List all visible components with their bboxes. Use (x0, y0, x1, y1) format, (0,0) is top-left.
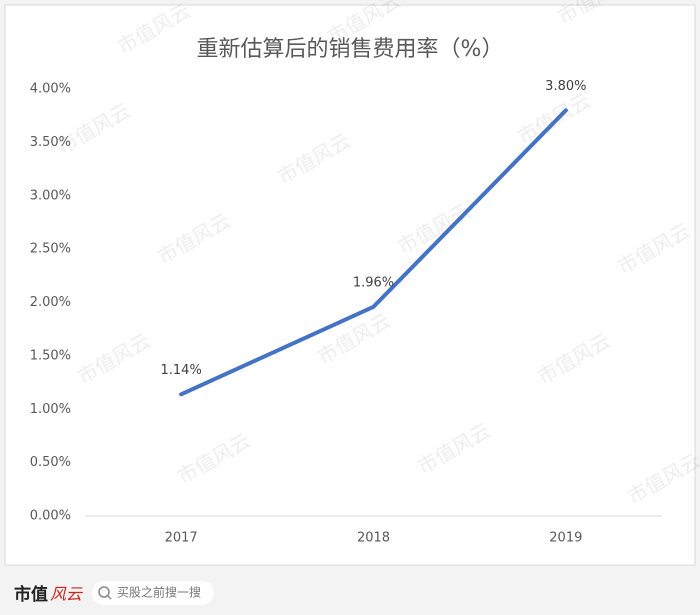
data-label: 1.96% (353, 275, 394, 290)
chart-frame (4, 4, 696, 566)
x-tick-label: 2018 (357, 531, 390, 546)
data-label: 1.14% (161, 363, 202, 378)
y-tick-label: 0.00% (30, 509, 71, 524)
search-icon-handle (107, 595, 112, 600)
y-tick-label: 3.50% (30, 135, 71, 150)
y-tick-label: 2.50% (30, 242, 71, 257)
y-tick-label: 1.50% (30, 348, 71, 363)
x-tick-label: 2019 (549, 531, 582, 546)
search-placeholder: 买股之前搜一搜 (117, 585, 201, 600)
y-tick-label: 3.00% (30, 188, 71, 203)
y-tick-label: 2.00% (30, 295, 71, 310)
y-tick-label: 4.00% (30, 82, 71, 97)
search-box[interactable] (92, 581, 214, 605)
x-tick-label: 2017 (165, 531, 198, 546)
data-label: 3.80% (545, 79, 586, 94)
line (179, 108, 568, 397)
chart-title: 重新估算后的销售费用率（%） (197, 37, 504, 62)
brand-main: 市值 (14, 584, 48, 605)
y-tick-label: 0.50% (30, 455, 71, 470)
search-icon (98, 586, 110, 598)
brand-accent: 风云 (50, 585, 84, 604)
y-tick-label: 1.00% (30, 402, 71, 417)
